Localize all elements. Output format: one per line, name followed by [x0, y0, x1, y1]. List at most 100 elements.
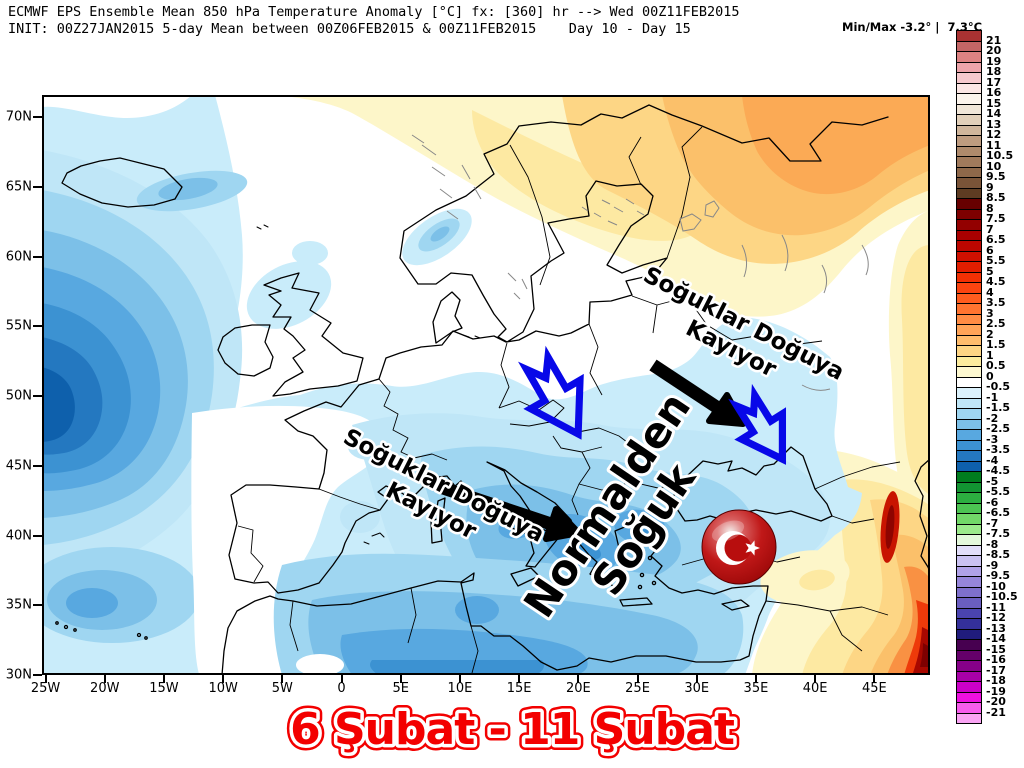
map-frame [42, 95, 930, 675]
lon-label: 10W [208, 681, 238, 696]
lon-tick [695, 675, 698, 683]
caption: 6 Şubat - 11 Şubat 6 Şubat - 11 Şubat 6 … [284, 698, 742, 761]
lat-tick [33, 116, 42, 118]
title-line-1: ECMWF EPS Ensemble Mean 850 hPa Temperat… [8, 4, 740, 20]
colorbar-label: 12 [986, 127, 1002, 141]
lon-tick [340, 675, 343, 683]
colorbar-cell [956, 712, 982, 724]
colorbar-label: -2.5 [986, 421, 1011, 435]
lon-label: 15W [149, 681, 179, 696]
colorbar-label: -1.5 [986, 400, 1011, 414]
colorbar-label: 3 [986, 306, 994, 320]
colorbar-label: 10.5 [986, 148, 1014, 162]
colorbar-label: -3 [986, 432, 999, 446]
lon-tick [222, 675, 225, 683]
colorbar-label: 8.5 [986, 190, 1006, 204]
colorbar-swatches [956, 30, 984, 724]
lat-tick [33, 325, 42, 328]
colorbar-label: -10.5 [986, 589, 1018, 603]
colorbar-label: 9.5 [986, 169, 1006, 183]
colorbar-label: 8 [986, 201, 994, 215]
coastlines [55, 104, 931, 676]
colorbar-label: -3.5 [986, 442, 1011, 456]
inland-water-details [411, 134, 869, 391]
lon-tick [103, 675, 106, 683]
colorbar-label: -18 [986, 673, 1006, 687]
colorbar-label: -15 [986, 642, 1006, 656]
colorbar-label: 9 [986, 180, 994, 194]
colorbar-label: 2 [986, 327, 994, 341]
lon-tick [162, 675, 165, 683]
lon-tick [399, 675, 402, 683]
colorbar-label: 3.5 [986, 295, 1006, 309]
colorbar-label: 5.5 [986, 253, 1006, 267]
lat-label: 70N [5, 109, 32, 125]
colorbar-label: -9.5 [986, 568, 1011, 582]
colorbar-label: 19 [986, 54, 1002, 68]
colorbar-label: 4.5 [986, 274, 1006, 288]
map-area: Soğuklar Doğuya Kayıyor Soğuklar Doğuya … [24, 95, 931, 701]
lon-tick [458, 675, 461, 683]
lat-tick [33, 464, 42, 467]
colorbar-label: 10 [986, 159, 1002, 173]
colorbar-label: 0.5 [986, 358, 1006, 372]
colorbar-label: -4 [986, 453, 999, 467]
lat-label: 55N [5, 318, 32, 334]
lat-tick [33, 255, 42, 258]
colorbar-label: -4.5 [986, 463, 1011, 477]
colorbar-label: 4 [986, 285, 994, 299]
colorbar-label: -6.5 [986, 505, 1011, 519]
lon-label: 30E [684, 681, 710, 696]
colorbar-label: -8 [986, 537, 999, 551]
lon-label: 20W [90, 681, 120, 696]
colorbar-label: -5.5 [986, 484, 1011, 498]
anomaly-shading [24, 95, 930, 701]
colorbar-label: -1 [986, 390, 999, 404]
colorbar-label: -19 [986, 684, 1006, 698]
blue-arrow-black-sea [728, 383, 787, 465]
lat-tick [33, 395, 42, 397]
colorbar-label: 11 [986, 138, 1002, 152]
turkey-flag-badge [701, 509, 777, 585]
caption-outline-inner: 6 Şubat - 11 Şubat [290, 704, 735, 755]
lon-label: 15E [506, 681, 532, 696]
colorbar-label: 6.5 [986, 232, 1006, 246]
colorbar-label: -7 [986, 516, 999, 530]
colorbar-labels: 21 20 19 18 17 16 15 14 13 12 11 10.5 10 9.5 9 8.5 8 7.5 7… [986, 30, 1022, 730]
colorbar-label: -0.5 [986, 379, 1011, 393]
colorbar-label: 16 [986, 85, 1002, 99]
colorbar-label: -2 [986, 411, 999, 425]
lon-tick [636, 675, 639, 683]
colorbar-label: 1.5 [986, 337, 1006, 351]
lat-label: 65N [5, 179, 32, 195]
colorbar-label: 18 [986, 64, 1002, 78]
colorbar-label: 7.5 [986, 211, 1006, 225]
lat-label: 30N [5, 667, 32, 683]
lat-label: 45N [5, 458, 32, 474]
europe-anomaly-map: Soğuklar Doğuya Kayıyor Soğuklar Doğuya … [24, 95, 931, 701]
colorbar-label: 20 [986, 43, 1002, 57]
colorbar-label: 14 [986, 106, 1002, 120]
lat-label: 35N [5, 597, 32, 613]
colorbar-label: 15 [986, 96, 1002, 110]
lon-tick [577, 675, 580, 683]
colorbar-label: -5 [986, 474, 999, 488]
lat-label: 60N [5, 249, 32, 264]
lon-label: 25E [625, 681, 650, 696]
colorbar-label: 7 [986, 222, 994, 236]
caption-outline-outer: 6 Şubat - 11 Şubat [290, 704, 735, 755]
lon-tick [44, 675, 47, 683]
colorbar-label: -10 [986, 579, 1006, 593]
lon-label: 45E [861, 681, 887, 696]
colorbar-label: 13 [986, 117, 1002, 131]
colorbar-label: 0 [986, 369, 994, 383]
colorbar-label: -12 [986, 610, 1006, 624]
lat-tick [33, 604, 42, 607]
lon-label: 20E [565, 681, 591, 696]
lon-tick [873, 675, 876, 683]
black-arrow-west [437, 480, 582, 542]
colorbar-label: 5 [986, 264, 994, 278]
lon-label: 0 [337, 681, 346, 696]
lon-label: 5E [392, 681, 410, 696]
lon-tick [281, 675, 284, 683]
